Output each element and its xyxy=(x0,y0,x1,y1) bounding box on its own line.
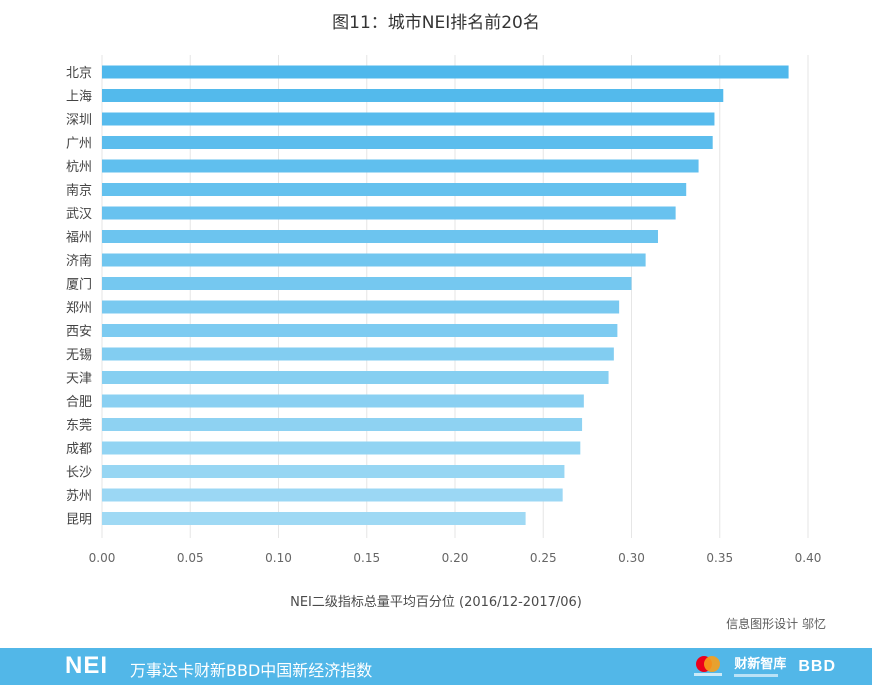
bar xyxy=(102,136,713,149)
x-tick-label: 0.20 xyxy=(442,551,469,565)
nei-logo: NEI xyxy=(65,652,109,679)
bars xyxy=(102,65,789,525)
bar xyxy=(102,183,687,196)
x-tick-label: 0.05 xyxy=(177,551,204,565)
category-label: 广州 xyxy=(66,137,92,152)
x-axis-label: NEI二级指标总量平均百分位 (2016/12-2017/06) xyxy=(290,595,582,610)
bar xyxy=(102,159,699,173)
category-label: 合肥 xyxy=(66,395,92,410)
category-label: 厦门 xyxy=(66,278,92,293)
category-label: 上海 xyxy=(66,90,92,105)
design-credit: 信息图形设计 邬忆 xyxy=(726,617,826,631)
x-axis-ticks: 0.00 0.05 0.10 0.15 0.20 0.25 0.30 0.35 0.40 xyxy=(89,551,822,565)
bar xyxy=(102,89,724,102)
bar-chart: 北京上海深圳广州杭州南京武汉福州济南厦门郑州西安无锡天津合肥东莞成都长沙苏州昆明… xyxy=(66,55,822,565)
bar xyxy=(102,347,614,361)
bar xyxy=(102,394,584,408)
x-tick-label: 0.30 xyxy=(618,551,645,565)
caixin-logo: 财新智库 xyxy=(734,657,786,677)
caixin-logo-name: 财新智库 xyxy=(734,657,787,672)
category-label: 昆明 xyxy=(66,513,92,528)
x-tick-label: 0.40 xyxy=(795,551,822,565)
bar xyxy=(102,230,658,243)
bar xyxy=(102,253,646,267)
category-label: 杭州 xyxy=(66,160,92,175)
category-label: 郑州 xyxy=(66,301,92,316)
bar xyxy=(102,112,715,126)
category-label: 东莞 xyxy=(66,419,92,434)
category-label: 无锡 xyxy=(66,348,92,363)
partner-logos: 财新智库 BBD xyxy=(694,654,836,680)
bar xyxy=(102,324,618,337)
x-tick-label: 0.15 xyxy=(353,551,380,565)
bar xyxy=(102,488,563,502)
bar xyxy=(102,512,526,525)
category-label: 天津 xyxy=(66,372,92,387)
bar xyxy=(102,418,583,431)
bbd-logo: BBD xyxy=(798,658,836,675)
mastercard-logo-icon xyxy=(694,656,723,678)
grid-lines xyxy=(101,55,809,538)
category-label: 成都 xyxy=(66,442,92,457)
bar xyxy=(102,206,676,220)
x-tick-label: 0.10 xyxy=(265,551,292,565)
footer-bar: NEI 万事达卡财新BBD中国新经济指数 财新智库 BBD xyxy=(0,648,872,685)
category-label: 苏州 xyxy=(66,488,92,504)
x-tick-label: 0.25 xyxy=(530,551,557,565)
x-tick-label: 0.35 xyxy=(706,551,733,565)
category-label: 北京 xyxy=(66,66,92,81)
bar xyxy=(102,371,609,384)
bar xyxy=(102,300,620,314)
category-label: 西安 xyxy=(66,325,92,340)
category-label: 武汉 xyxy=(66,207,92,222)
category-label: 福州 xyxy=(66,231,92,246)
bar xyxy=(102,441,581,455)
footer-tagline: 万事达卡财新BBD中国新经济指数 xyxy=(130,661,373,680)
category-label: 南京 xyxy=(66,183,92,199)
category-label: 济南 xyxy=(66,253,92,269)
category-label: 长沙 xyxy=(66,466,92,481)
category-label: 深圳 xyxy=(66,113,92,128)
chart-title: 图11：城市NEI排名前20名 xyxy=(332,13,540,33)
caixin-logo-subline xyxy=(734,674,779,677)
bar xyxy=(102,65,789,79)
bar xyxy=(102,277,632,290)
x-tick-label: 0.00 xyxy=(89,551,116,565)
bar xyxy=(102,465,565,478)
